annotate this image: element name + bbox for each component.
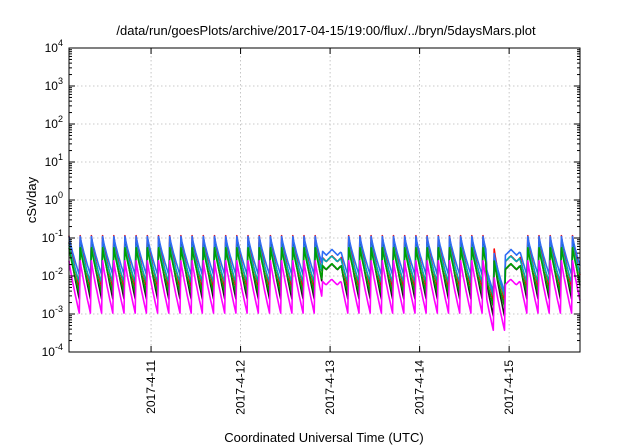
y-tick-label: 102	[45, 114, 63, 131]
x-tick-label: 2017-4-11	[144, 360, 158, 414]
chart-title: /data/run/goesPlots/archive/2017-04-15/1…	[116, 23, 536, 38]
x-tick-label: 2017-4-15	[502, 360, 516, 415]
series-line-4	[68, 235, 581, 293]
y-tick-label: 10-1	[42, 228, 63, 245]
y-axis-label: cSv/day	[24, 176, 39, 223]
grid	[69, 48, 580, 352]
y-tick-label: 10-2	[42, 266, 63, 283]
y-axis-ticks: 10-4 10-3 10-2 10-1 100 101 102 103 104	[42, 38, 580, 359]
y-tick-label: 104	[45, 38, 63, 55]
x-tick-label: 2017-4-14	[413, 360, 427, 415]
series-layer	[68, 234, 581, 331]
series-line-6	[68, 260, 581, 331]
y-tick-label: 103	[45, 76, 63, 93]
y-tick-label: 10-4	[42, 342, 63, 359]
y-tick-label: 101	[45, 152, 63, 169]
x-tick-label: 2017-4-12	[234, 360, 248, 415]
series-line-5	[68, 247, 581, 308]
y-tick-label: 100	[45, 190, 63, 207]
x-tick-label: 2017-4-13	[323, 360, 337, 415]
y-tick-label: 10-3	[42, 304, 63, 321]
x-axis-ticks: 2017-4-11 2017-4-12 2017-4-13 2017-4-14 2017…	[144, 48, 516, 415]
x-axis-label: Coordinated Universal Time (UTC)	[224, 430, 423, 445]
